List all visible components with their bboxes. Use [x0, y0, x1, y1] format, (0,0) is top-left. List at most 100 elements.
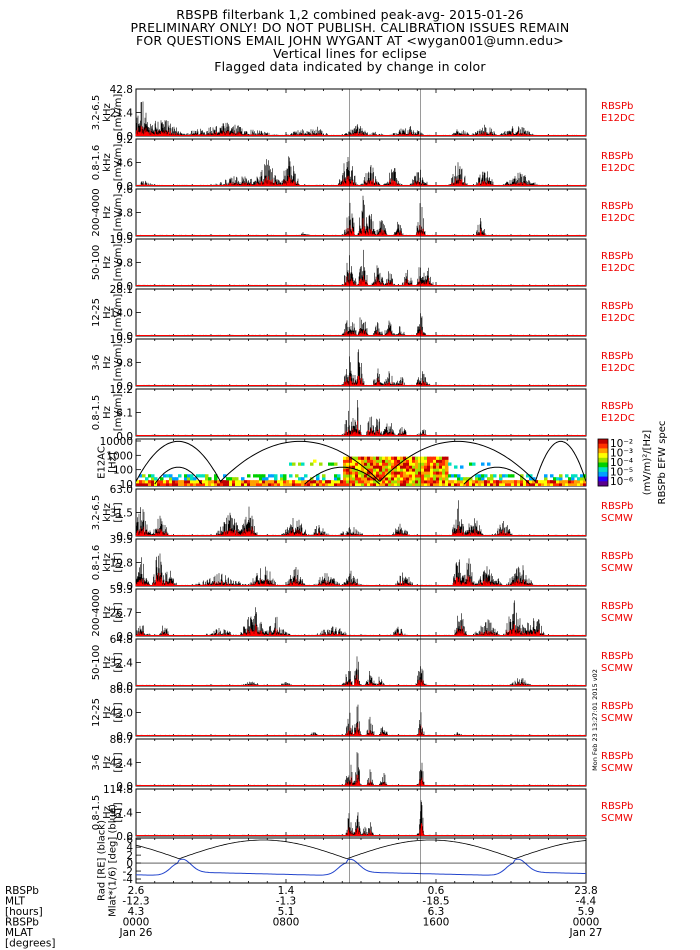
y-axis-label: [mV/m] [113, 294, 124, 332]
y-tick-label: 100 [113, 465, 133, 477]
spec-cell [259, 480, 263, 484]
spec-cell [580, 477, 584, 481]
spec-cell [427, 471, 431, 475]
spec-cell [499, 483, 503, 486]
spec-cell [166, 483, 170, 486]
spec-curve [534, 440, 586, 482]
spec-cell [367, 462, 371, 466]
spec-cell [385, 480, 389, 484]
spec-cell [529, 483, 533, 486]
spec-cell [394, 480, 398, 484]
spec-cell [346, 456, 350, 460]
spec-cell [583, 483, 586, 486]
spec-cell [370, 480, 374, 484]
spec-cell [400, 483, 404, 486]
spec-cell [349, 483, 353, 486]
spec-cell [394, 483, 398, 486]
spec-cell [349, 480, 353, 484]
spec-cell [388, 471, 392, 475]
xaxis-value: 23.8 [574, 885, 597, 897]
y-axis-label: 3-6 [91, 354, 102, 370]
spec-cell [421, 483, 425, 486]
panel-frame [135, 837, 587, 884]
spec-cell [184, 474, 188, 478]
radius-line [135, 839, 587, 860]
spec-cell [352, 477, 356, 481]
y-tick-label: 9.2 [116, 134, 133, 146]
colorbar-cell [598, 467, 608, 473]
spec-cell [382, 462, 386, 466]
spec-cell [421, 462, 425, 466]
spec-cell [283, 480, 287, 484]
spec-cell [361, 477, 365, 481]
spec-cell [247, 483, 251, 486]
spec-cell [397, 477, 401, 481]
spec-cell [313, 483, 317, 486]
spec-cell [283, 483, 287, 486]
spec-cell [574, 474, 578, 478]
spec-cell [466, 483, 470, 486]
colorbar-cell [598, 476, 608, 482]
spec-cell [409, 474, 413, 478]
spec-cell [427, 483, 431, 486]
spec-cell [535, 483, 539, 486]
spec-cell [376, 462, 380, 466]
spec-cell [571, 483, 575, 486]
y-axis-label: [pT] [113, 752, 124, 772]
spec-cell [409, 471, 413, 475]
spec-cell [445, 480, 449, 484]
spec-cell [445, 477, 449, 481]
peak-trace [135, 704, 587, 736]
spec-cell [457, 477, 461, 481]
spec-cell [370, 468, 374, 472]
spec-cell [334, 480, 338, 484]
spec-cell [259, 474, 263, 478]
spec-cell [265, 483, 269, 486]
spec-cell [355, 474, 359, 478]
spec-cell [445, 471, 449, 475]
instrument-label: RBSPb [601, 251, 633, 262]
y-tick-label: 21.4 [110, 108, 134, 120]
spec-cell [367, 483, 371, 486]
spec-cell [418, 468, 422, 472]
xaxis-value: 6.3 [428, 906, 445, 918]
panel-frame [135, 488, 587, 537]
spec-cell [226, 480, 230, 484]
spec-cell [400, 474, 404, 478]
instrument-label: RBSPb [601, 401, 633, 412]
spec-cell [550, 483, 554, 486]
spec-cell [445, 465, 449, 469]
colorbar-cell [598, 462, 608, 468]
spec-cell [367, 465, 371, 469]
header-line-1: RBSPB filterbank 1,2 combined peak-avg- … [176, 7, 524, 22]
spec-cell [235, 480, 239, 484]
spec-cell [478, 483, 482, 486]
spec-cell [214, 474, 218, 478]
spec-cell [442, 483, 446, 486]
spec-cell [208, 483, 212, 486]
y-tick-label: 63.0 [110, 484, 133, 496]
spec-cell [424, 459, 428, 463]
spec-cell [397, 465, 401, 469]
spec-cell [229, 483, 233, 486]
spec-cell [409, 459, 413, 463]
spec-cell [337, 483, 341, 486]
spec-cell [238, 483, 242, 486]
spec-cell [151, 474, 155, 478]
xaxis-row-label: MLAT [5, 927, 34, 939]
y-axis-label: Hz [102, 406, 113, 419]
spec-cell [493, 474, 497, 478]
spec-cell [202, 483, 206, 486]
spec-cell [406, 471, 410, 475]
spec-cell [289, 462, 293, 466]
spec-cell [271, 474, 275, 478]
spec-cell [478, 480, 482, 484]
spec-cell [331, 462, 335, 466]
spec-cell [385, 477, 389, 481]
spec-cell [397, 483, 401, 486]
spec-cell [424, 471, 428, 475]
spec-cell [343, 477, 347, 481]
spec-cell [346, 462, 350, 466]
